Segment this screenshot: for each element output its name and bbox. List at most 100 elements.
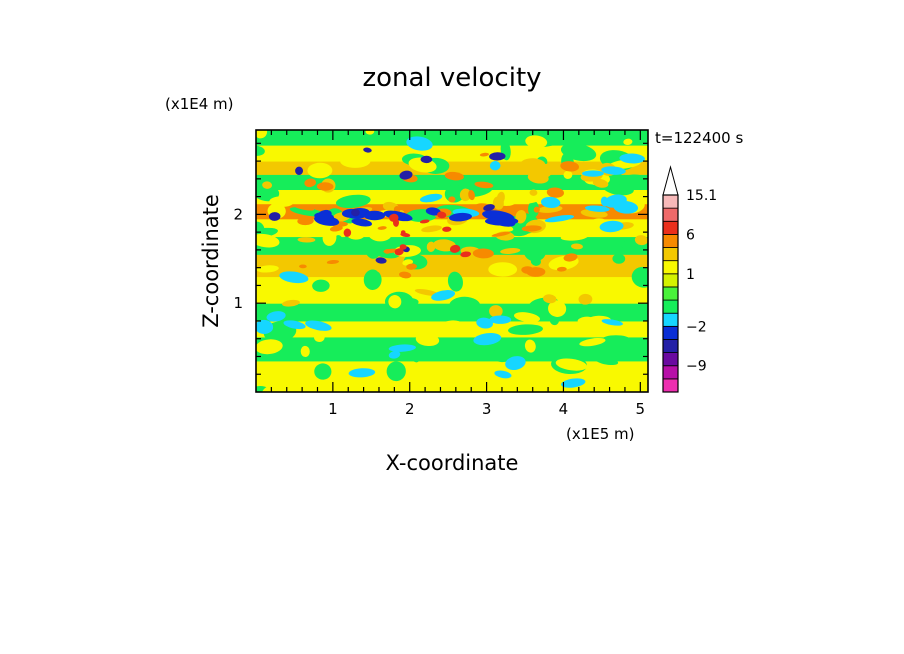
- field-contour: [449, 244, 461, 253]
- field-contour: [601, 335, 631, 345]
- field-contour: [537, 205, 563, 213]
- field-contour: [266, 311, 286, 322]
- field-contour: [560, 143, 597, 162]
- field-contour: [483, 204, 495, 212]
- field-contour: [377, 226, 387, 230]
- field-contour: [340, 154, 371, 168]
- field-contour: [556, 266, 567, 272]
- field-contour: [525, 135, 548, 149]
- field-contour: [363, 147, 372, 153]
- field-contour: [256, 319, 274, 334]
- field-contour: [388, 295, 402, 309]
- field-contour: [363, 269, 382, 290]
- field-contour: [314, 363, 332, 380]
- field-contour: [520, 158, 546, 170]
- colorbar-swatch: [662, 299, 679, 314]
- y-axis-label: Z-coordinate: [199, 194, 223, 328]
- field-contour: [459, 188, 472, 202]
- field-contour: [359, 130, 398, 143]
- field-band: [256, 360, 648, 392]
- field-contour: [526, 267, 546, 277]
- field-contour: [613, 200, 639, 214]
- plot-frame: [255, 129, 649, 393]
- field-contour: [337, 264, 349, 278]
- field-contour: [375, 257, 387, 264]
- field-contour: [473, 332, 502, 346]
- colorbar-swatch: [662, 286, 679, 301]
- field-contour: [539, 163, 553, 178]
- colorbar-swatch: [662, 194, 679, 209]
- x-tick-label: 4: [559, 400, 569, 418]
- field-contour: [312, 279, 330, 292]
- field-contour: [316, 182, 334, 191]
- field-contour: [363, 210, 386, 221]
- field-contour: [563, 170, 573, 179]
- field-contour: [492, 196, 504, 210]
- field-contour: [329, 225, 343, 232]
- field-contour: [269, 196, 294, 207]
- field-contour: [540, 196, 561, 208]
- colorbar-swatch: [662, 207, 679, 222]
- colorbar-swatch: [662, 260, 679, 275]
- field-contour: [425, 207, 441, 216]
- x-axis-label: X-coordinate: [386, 451, 519, 475]
- field-contour: [619, 174, 648, 190]
- x-tick-label: 5: [636, 400, 646, 418]
- field-contour: [307, 162, 333, 179]
- field-contour: [314, 212, 335, 222]
- field-contour: [449, 296, 481, 315]
- field-contour: [400, 232, 411, 238]
- field-contour: [476, 317, 493, 329]
- field-contour: [579, 338, 606, 347]
- colorbar-frame: [662, 194, 679, 393]
- field-contour: [528, 200, 539, 218]
- field-contour: [592, 178, 609, 188]
- field-contour: [305, 320, 332, 331]
- field-contour: [533, 206, 540, 213]
- colorbar: 15.1 6 1 −2 −9: [662, 165, 717, 393]
- field-contour: [544, 215, 575, 223]
- field-contour: [549, 314, 560, 326]
- field-contour: [546, 187, 564, 198]
- field-contour: [335, 194, 371, 208]
- x-axis: 1 2 3 4 5: [270, 130, 646, 418]
- field-contour: [489, 152, 506, 161]
- field-contour: [348, 368, 376, 378]
- field-contour: [293, 205, 315, 211]
- field-contour: [419, 193, 443, 203]
- time-label: t=122400 s: [655, 129, 743, 147]
- field-band: [256, 254, 648, 278]
- field-contour: [477, 165, 491, 172]
- field-contour: [508, 324, 543, 335]
- field-contour: [560, 161, 580, 172]
- x-unit-label: (x1E5 m): [566, 425, 635, 443]
- field-contour: [524, 339, 536, 353]
- field-contour: [419, 219, 430, 224]
- field-contour: [388, 350, 401, 359]
- field-contour: [548, 300, 567, 317]
- field-contour: [484, 216, 519, 226]
- field-contour: [563, 253, 578, 262]
- field-contour: [368, 228, 392, 242]
- contour-field: [256, 130, 648, 392]
- field-contour: [297, 217, 314, 226]
- field-contour: [515, 209, 527, 224]
- field-contour: [474, 181, 494, 189]
- chart-title: zonal velocity: [362, 63, 541, 93]
- field-contour: [612, 253, 626, 264]
- field-contour: [344, 222, 367, 240]
- field-contour: [326, 259, 340, 264]
- field-contour: [343, 228, 352, 237]
- field-contour: [351, 218, 372, 227]
- field-contour: [600, 196, 609, 207]
- field-contour: [268, 212, 281, 221]
- y-axis: 12: [233, 142, 648, 375]
- field-contour: [578, 293, 593, 305]
- field-contour: [581, 170, 604, 177]
- field-contour: [256, 339, 283, 355]
- field-band: [256, 174, 648, 191]
- field-contour: [388, 344, 416, 352]
- field-contour: [571, 243, 583, 250]
- colorbar-swatch: [662, 352, 679, 367]
